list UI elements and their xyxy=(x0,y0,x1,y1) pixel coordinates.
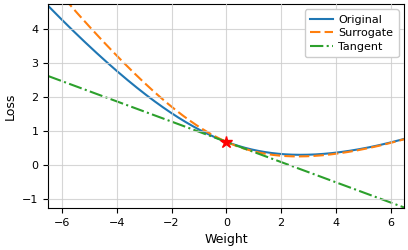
Original xyxy=(392,140,397,143)
Original xyxy=(392,140,397,143)
Surrogate xyxy=(296,155,301,158)
Surrogate xyxy=(210,133,215,136)
Surrogate xyxy=(64,0,69,2)
Surrogate xyxy=(326,153,331,156)
Original xyxy=(298,153,303,156)
Y-axis label: Loss: Loss xyxy=(4,92,17,120)
Legend: Original, Surrogate, Tangent: Original, Surrogate, Tangent xyxy=(305,9,399,57)
Surrogate xyxy=(402,138,407,141)
Line: Surrogate: Surrogate xyxy=(49,0,404,156)
Tangent xyxy=(391,202,396,205)
Original xyxy=(46,4,51,8)
Original xyxy=(219,138,224,141)
Original xyxy=(326,152,331,155)
Tangent xyxy=(64,81,69,84)
Tangent xyxy=(326,178,331,181)
X-axis label: Weight: Weight xyxy=(204,233,248,246)
Tangent xyxy=(392,202,397,205)
Line: Tangent: Tangent xyxy=(49,76,404,207)
Tangent xyxy=(402,206,407,209)
Original xyxy=(210,134,215,138)
Line: Original: Original xyxy=(49,6,404,155)
Surrogate xyxy=(219,138,224,141)
Original xyxy=(64,23,69,26)
Surrogate xyxy=(392,140,397,143)
Tangent xyxy=(46,75,51,78)
Surrogate xyxy=(392,140,397,143)
Tangent xyxy=(210,135,215,138)
Original xyxy=(402,137,407,140)
Tangent xyxy=(219,138,224,141)
